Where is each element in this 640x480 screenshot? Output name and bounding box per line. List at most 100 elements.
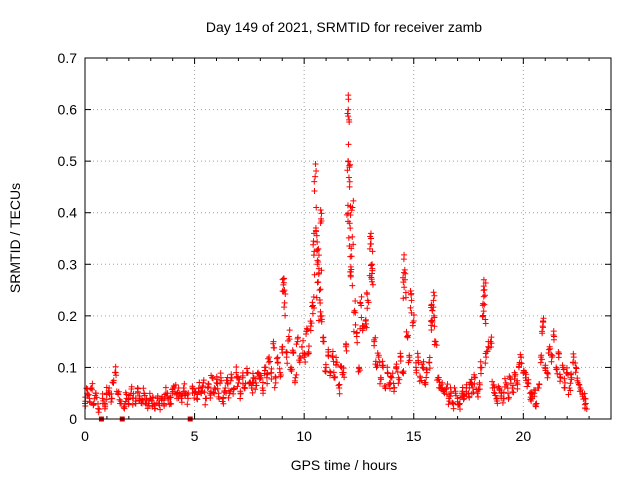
data-point: [354, 339, 361, 346]
data-point: [330, 374, 337, 381]
data-point: [567, 380, 574, 387]
data-point: [539, 330, 546, 337]
data-point: [545, 346, 552, 353]
data-point: [305, 350, 312, 357]
data-point: [249, 389, 256, 396]
data-point: [130, 390, 137, 397]
data-point: [264, 370, 271, 377]
data-point: [349, 204, 356, 211]
data-point: [478, 370, 485, 377]
data-point: [316, 287, 323, 294]
data-point: [290, 350, 297, 357]
data-point: [423, 374, 430, 381]
data-point: [456, 401, 463, 408]
data-point: [385, 381, 392, 388]
data-point: [86, 398, 93, 405]
data-point: [329, 352, 336, 359]
data-point: [85, 391, 92, 398]
data-point: [317, 313, 324, 320]
data-point: [305, 343, 312, 350]
data-point: [366, 245, 373, 252]
data-point: [559, 362, 566, 369]
data-point: [252, 379, 259, 386]
data-point: [121, 403, 128, 410]
data-point: [368, 274, 375, 281]
data-point: [363, 324, 370, 331]
data-point: [501, 375, 508, 382]
data-point: [350, 309, 357, 316]
data-point: [344, 167, 351, 174]
data-point: [574, 375, 581, 382]
data-point: [494, 400, 501, 407]
data-point: [330, 358, 337, 365]
data-point: [337, 363, 344, 370]
data-point: [377, 374, 384, 381]
data-point: [307, 327, 314, 334]
data-point: [554, 370, 561, 377]
x-axis-label: GPS time / hours: [291, 457, 398, 473]
data-point: [501, 383, 508, 390]
data-point: [309, 310, 316, 317]
x-tick-label: 15: [406, 428, 422, 444]
data-point: [427, 318, 434, 325]
data-point: [108, 399, 115, 406]
data-point: [277, 373, 284, 380]
data-point: [317, 207, 324, 214]
data-point: [439, 379, 446, 386]
data-point: [89, 380, 96, 387]
data-point: [469, 385, 476, 392]
data-point: [413, 369, 420, 376]
data-point: [308, 320, 315, 327]
data-point: [313, 168, 320, 175]
data-point: [262, 364, 269, 371]
data-point: [346, 183, 353, 190]
data-point: [345, 92, 352, 99]
data-point: [369, 281, 376, 288]
data-point: [194, 391, 201, 398]
data-point: [108, 395, 115, 402]
y-tick-label: 0: [69, 411, 77, 427]
data-point: [428, 301, 435, 308]
data-point: [542, 365, 549, 372]
data-point: [296, 357, 303, 364]
data-point: [178, 399, 185, 406]
data-point: [409, 322, 416, 329]
data-point: [387, 385, 394, 392]
data-point: [329, 348, 336, 355]
data-point: [550, 331, 557, 338]
data-point: [506, 373, 513, 380]
data-point: [327, 372, 334, 379]
data-point: [214, 385, 221, 392]
data-point: [443, 391, 450, 398]
data-point: [303, 331, 310, 338]
data-point: [110, 379, 117, 386]
data-point: [312, 161, 319, 168]
data-point: [448, 388, 455, 395]
data-point: [143, 396, 150, 403]
data-point: [345, 174, 352, 181]
data-point: [573, 365, 580, 372]
data-point: [344, 110, 351, 117]
data-point: [422, 381, 429, 388]
data-point: [170, 383, 177, 390]
data-point: [459, 384, 466, 391]
data-point: [235, 373, 242, 380]
data-point: [151, 405, 158, 412]
data-point: [393, 363, 400, 370]
data-point: [103, 396, 110, 403]
data-point: [84, 385, 91, 392]
data-point: [102, 403, 109, 410]
data-point: [198, 390, 205, 397]
data-point: [315, 245, 322, 252]
data-point: [237, 390, 244, 397]
data-point: [146, 402, 153, 409]
data-point: [431, 338, 438, 345]
data-point: [311, 188, 318, 195]
data-point: [230, 390, 237, 397]
data-point: [525, 380, 532, 387]
data-point: [349, 233, 356, 240]
data-point: [208, 372, 215, 379]
data-point: [449, 399, 456, 406]
x-tick-label: 20: [516, 428, 532, 444]
data-point: [345, 158, 352, 165]
